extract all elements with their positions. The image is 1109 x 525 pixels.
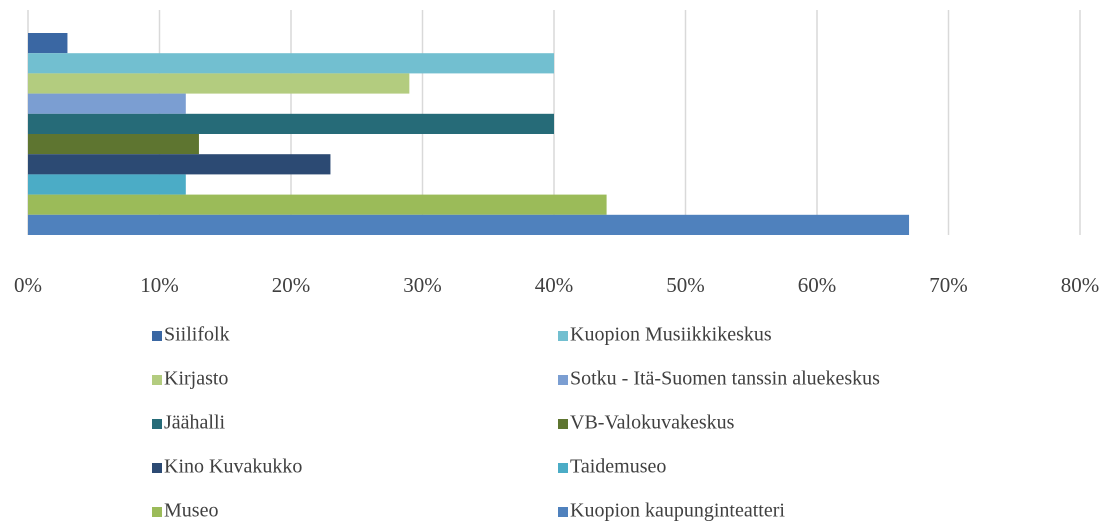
x-tick-label: 10% — [140, 273, 179, 297]
bar — [28, 73, 410, 94]
x-tick-label: 30% — [403, 273, 442, 297]
legend-swatch — [558, 375, 568, 385]
legend-label: Sotku - Itä-Suomen tanssin aluekeskus — [570, 368, 880, 390]
legend-label: Kirjasto — [164, 368, 228, 390]
legend-label: Kuopion kaupunginteatteri — [570, 500, 785, 522]
x-tick-label: 40% — [535, 273, 574, 297]
legend-label: VB-Valokuvakeskus — [570, 412, 735, 434]
legend-label: Siilifolk — [164, 324, 230, 346]
legend-label: Kino Kuvakukko — [164, 456, 302, 478]
legend-swatch — [152, 375, 162, 385]
legend-swatch — [152, 463, 162, 473]
legend-swatch — [558, 507, 568, 517]
legend-label: Taidemuseo — [570, 456, 666, 478]
bar — [28, 154, 331, 175]
legend-label: Jäähalli — [164, 412, 226, 434]
x-tick-label: 70% — [929, 273, 968, 297]
legend-swatch — [152, 331, 162, 341]
x-tick-label: 50% — [666, 273, 705, 297]
x-tick-label: 80% — [1061, 273, 1100, 297]
bar — [28, 113, 554, 134]
bar — [28, 214, 910, 235]
legend-swatch — [558, 463, 568, 473]
bar — [28, 194, 607, 215]
bar — [28, 134, 199, 155]
bar — [28, 93, 186, 114]
bar — [28, 174, 186, 195]
legend-label: Museo — [164, 500, 218, 522]
legend-swatch — [152, 419, 162, 429]
legend-swatch — [558, 419, 568, 429]
bar — [28, 53, 554, 74]
x-tick-label: 0% — [14, 273, 42, 297]
x-tick-label: 60% — [798, 273, 837, 297]
legend-swatch — [558, 331, 568, 341]
legend-label: Kuopion Musiikkikeskus — [570, 324, 772, 346]
legend-swatch — [152, 507, 162, 517]
bar — [28, 33, 68, 54]
x-tick-label: 20% — [272, 273, 311, 297]
